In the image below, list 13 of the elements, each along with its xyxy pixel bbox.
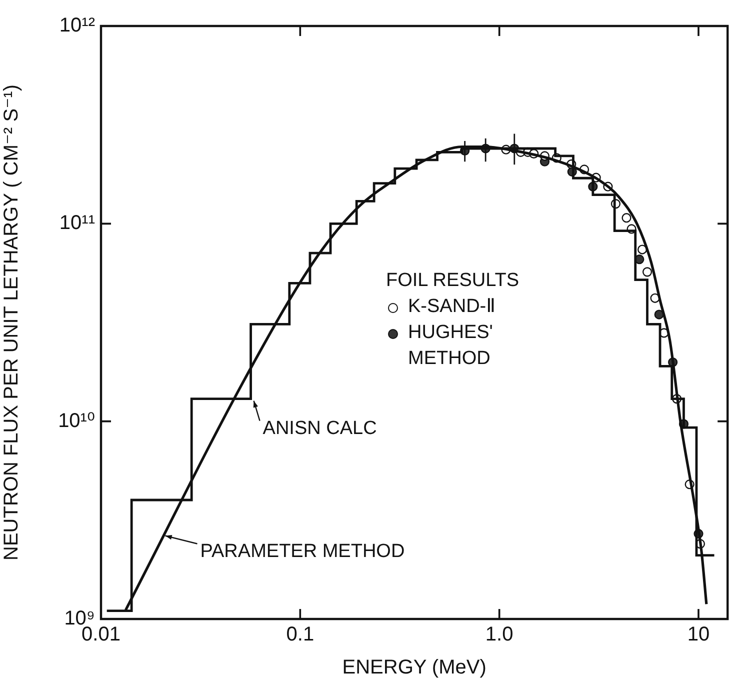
- annotation: PARAMETER METHOD: [200, 540, 405, 562]
- x-tick-label: 10: [687, 624, 710, 646]
- legend-label: K-SAND-Ⅱ: [408, 295, 496, 319]
- x-axis-title: ENERGY (MeV): [342, 656, 486, 679]
- legend-label: HUGHES' METHOD: [408, 321, 494, 371]
- y-axis-title: NEUTRON FLUX PER UNIT LETHARGY ( CM⁻² S⁻¹): [0, 84, 23, 560]
- y-tick-label: 10¹¹: [59, 212, 96, 234]
- legend-title: FOIL RESULTS: [386, 269, 520, 293]
- y-tick-label: 10¹⁰: [58, 410, 95, 432]
- y-tick-label: 10¹²: [59, 14, 96, 37]
- annotation: ANISN CALC: [262, 418, 377, 440]
- x-tick-label: 0.1: [286, 624, 314, 646]
- x-tick-label: 1.0: [485, 624, 514, 646]
